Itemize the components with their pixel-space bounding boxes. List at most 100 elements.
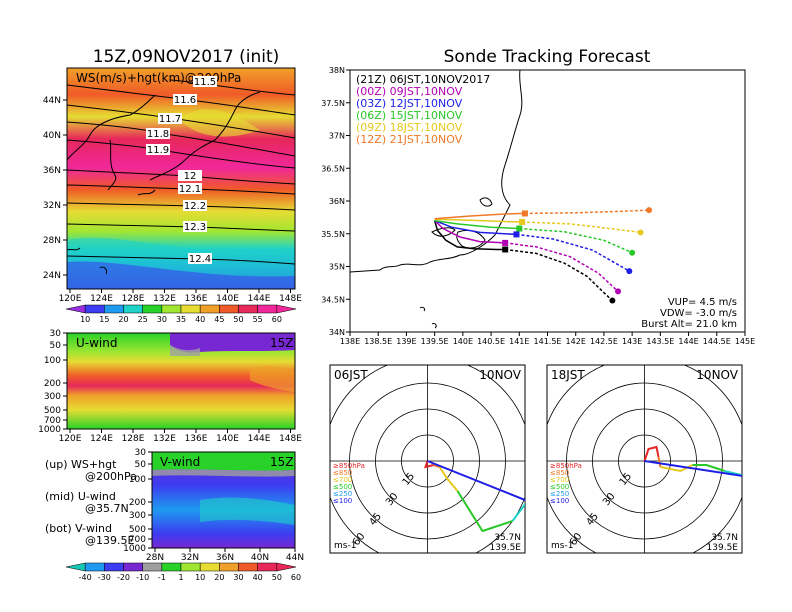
colorbar-segment xyxy=(104,304,124,314)
y-tick-label: 500 xyxy=(129,525,146,535)
track-ascent xyxy=(433,220,506,251)
contour-label-box xyxy=(183,221,207,232)
contour-label: 12.4 xyxy=(189,254,211,265)
colorbar-segment xyxy=(142,562,163,572)
annotation-text: Burst Alt= 21.0 km xyxy=(641,319,737,330)
tracking-title: Sonde Tracking Forecast xyxy=(444,47,651,67)
colorbar-label: 1 xyxy=(178,573,183,582)
uwind-x-ticks: 120E 124E 128E 132E 136E 140E 144E 148E xyxy=(59,429,302,444)
colorbar-segment xyxy=(180,562,201,572)
annotation-text: VUP= 4.5 m/s xyxy=(668,297,737,308)
contour-label: 11.9 xyxy=(147,145,169,156)
x-tick-label: 145E xyxy=(735,337,755,346)
x-tick-label: 141.5E xyxy=(534,337,562,346)
hodo-lat: 35.7N xyxy=(711,533,738,543)
hodograph-trace xyxy=(643,445,742,477)
level-legend-entry: ≤700 xyxy=(333,476,352,484)
y-tick-label: 1000 xyxy=(123,544,146,554)
uwind-time: 15Z xyxy=(270,336,294,350)
x-tick-label: 132E xyxy=(153,434,176,444)
legend-entry: (21Z) 06JST,10NOV2017 xyxy=(356,73,490,86)
x-tick-label: 143E xyxy=(622,337,642,346)
x-tick-label: 128E xyxy=(122,294,145,304)
contour-label: 12.3 xyxy=(184,222,206,233)
hodo-date: 10NOV xyxy=(479,368,521,382)
track-descent xyxy=(505,248,613,302)
tracking-x-ticks: 138E 138.5E 139E 139.5E 140E 140.5E 141E 141.5E… xyxy=(340,332,755,346)
colorbar-segment xyxy=(161,562,182,572)
vwind-x-ticks: 28N 32N 36N 40N 44N xyxy=(146,548,304,563)
contour-label: 11.7 xyxy=(159,114,181,125)
colorbar-label: 60 xyxy=(272,315,282,324)
level-legend-entry: ≤850 xyxy=(550,469,569,477)
x-tick-label: 144E xyxy=(678,337,698,346)
x-tick-label: 36N xyxy=(216,553,234,563)
x-tick-label: 140E xyxy=(216,434,239,444)
y-tick-label: 30 xyxy=(135,448,147,458)
colorbar-label: -40 xyxy=(79,573,92,582)
y-tick-label: 34.5N xyxy=(321,295,345,304)
x-tick-label: 148E xyxy=(279,434,302,444)
legend-entry: (12Z) 21JST,10NOV xyxy=(356,133,463,146)
contour-label-box xyxy=(146,144,170,155)
colorbar-label: 30 xyxy=(157,315,167,324)
colorbar-segment xyxy=(123,562,143,572)
hodo-date: 10NOV xyxy=(696,368,738,382)
x-tick-label: 138E xyxy=(340,337,360,346)
colorbar-segment xyxy=(238,304,258,314)
x-tick-label: 139E xyxy=(396,337,416,346)
level-legend-entry: ≤100 xyxy=(333,497,352,505)
x-tick-label: 136E xyxy=(185,294,208,304)
hodo-segment xyxy=(692,464,725,472)
colorbar-segment xyxy=(199,304,220,314)
y-tick-label: 36N xyxy=(43,166,61,176)
landing-marker xyxy=(615,288,622,295)
y-tick-label: 500 xyxy=(44,406,61,416)
colorbar-segment xyxy=(142,304,163,314)
ws-map: WS(m/s)+hgt(km)@200hPa 11.511.611.711.81… xyxy=(43,67,302,304)
level-legend-entry: ≤850 xyxy=(333,469,352,477)
track-descent xyxy=(524,209,650,215)
track-ascent xyxy=(434,219,520,230)
x-tick-label: 120E xyxy=(59,294,82,304)
colorbar-label: 40 xyxy=(253,573,263,582)
y-tick-label: 300 xyxy=(44,392,61,402)
panel-legend: (up) WS+hgt @200hPa (mid) U-wind @35.7N … xyxy=(45,458,137,547)
colorbar-arrow-right xyxy=(276,304,297,314)
level-legend-entry: ≤100 xyxy=(550,497,569,505)
burst-marker xyxy=(516,225,523,232)
colorbar-segment xyxy=(161,304,182,314)
x-tick-label: 140.5E xyxy=(477,337,505,346)
contour-label: 11.6 xyxy=(174,95,196,106)
hodo-units: ms-1 xyxy=(334,541,356,551)
colorbar-label: 50 xyxy=(233,315,243,324)
x-tick-label: 144E xyxy=(248,434,271,444)
top-map-x-ticks: 120E 124E 128E 132E 136E 140E 144E 148E xyxy=(59,289,302,304)
colorbar-segment xyxy=(84,304,105,314)
colorbar-segment xyxy=(199,562,220,572)
vwind-label: V-wind xyxy=(160,455,200,469)
y-tick-label: 37N xyxy=(329,132,345,141)
level-legend-entry: ≥850hPa xyxy=(333,462,365,470)
coastlines xyxy=(66,91,261,275)
hodo-lon: 139.5E xyxy=(707,543,739,553)
x-tick-label: 144E xyxy=(248,294,271,304)
hodo-segment xyxy=(644,460,742,477)
hodo-segment xyxy=(657,456,662,468)
colorbar-segment xyxy=(238,562,258,572)
y-tick-label: 38N xyxy=(329,66,345,75)
colorbar-label: 25 xyxy=(138,315,148,324)
hodo-segment xyxy=(423,460,434,469)
y-tick-label: 1000 xyxy=(38,425,61,435)
colorbar-label: 30 xyxy=(233,573,243,582)
landing-marker xyxy=(609,297,616,304)
y-tick-label: 200 xyxy=(129,498,146,508)
burst-marker xyxy=(519,218,526,225)
legend-bot-2: @139.5E xyxy=(85,534,134,547)
x-tick-label: 40N xyxy=(251,553,269,563)
